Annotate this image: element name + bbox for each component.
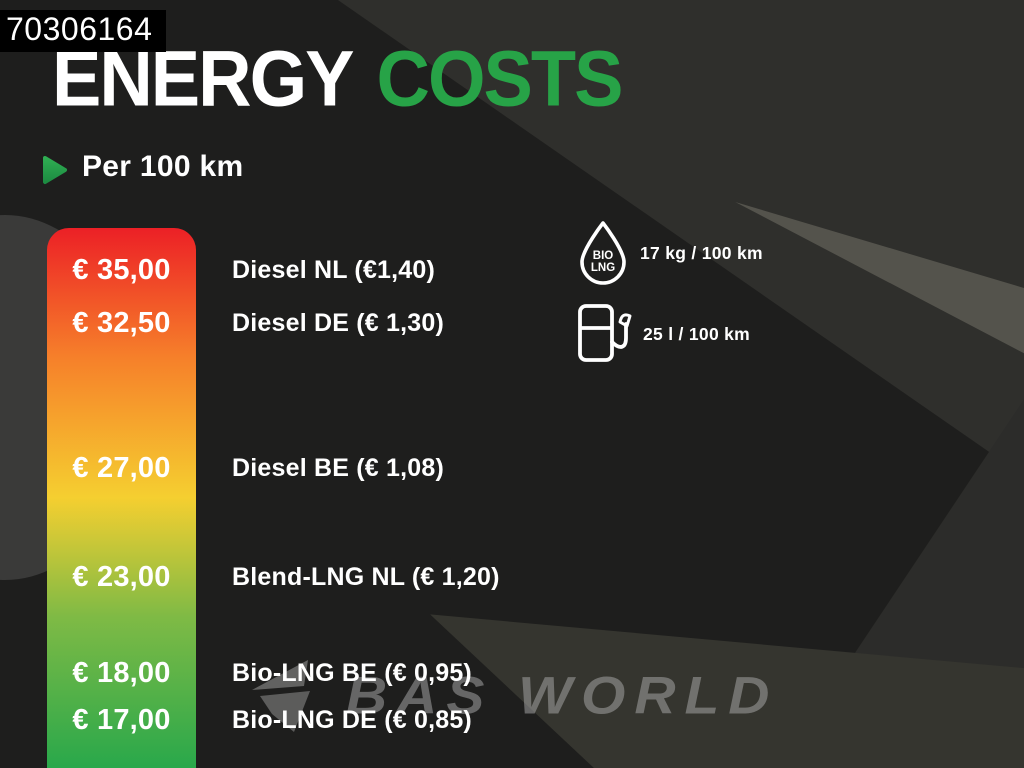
fuel-label: Diesel BE (€ 1,08) <box>232 454 445 482</box>
cost-row: € 32,50 Diesel DE (€ 1,30) <box>0 305 1024 341</box>
bio-lng-consumption-value: 17 kg / 100 km <box>640 243 763 263</box>
reference-number: 70306164 <box>0 10 167 52</box>
cost-value: € 17,00 <box>72 704 171 736</box>
cost-value: € 32,50 <box>72 307 171 339</box>
fuel-label: Diesel DE (€ 1,30) <box>232 309 445 337</box>
bas-world-watermark: BAS WORLD <box>244 658 778 734</box>
watermark-text: BAS WORLD <box>346 666 779 726</box>
cost-value: € 35,00 <box>72 254 171 286</box>
cost-value: € 18,00 <box>72 657 171 689</box>
title-word-costs: COSTS <box>376 34 624 123</box>
subtitle-per-100km: Per 100 km <box>82 150 244 183</box>
cost-value: € 27,00 <box>72 452 171 484</box>
cost-row: € 17,00 Bio-LNG DE (€ 0,85) <box>0 702 1024 738</box>
fuel-label: Bio-LNG DE (€ 0,85) <box>232 706 472 734</box>
fuel-pump-icon <box>578 304 632 362</box>
cost-row: € 35,00 Diesel NL (€1,40) <box>0 252 1024 288</box>
diesel-consumption-value: 25 l / 100 km <box>643 324 751 344</box>
page-title: ENERGY COSTS <box>52 34 624 123</box>
bas-world-logo-icon <box>252 660 310 732</box>
cost-value: € 23,00 <box>72 561 171 593</box>
cost-row: € 27,00 Diesel BE (€ 1,08) <box>0 450 1024 486</box>
title-word-energy: ENERGY <box>52 34 355 123</box>
fuel-label: Bio-LNG BE (€ 0,95) <box>232 659 472 687</box>
bio-lng-droplet-icon: BIO LNG <box>580 221 626 285</box>
cost-row: € 18,00 Bio-LNG BE (€ 0,95) <box>0 655 1024 691</box>
green-arrow-icon <box>43 156 67 184</box>
cost-gradient-scale-bar <box>47 228 196 768</box>
droplet-text-lng: LNG <box>591 262 615 274</box>
droplet-text-bio: BIO <box>593 250 614 262</box>
fuel-label: Blend-LNG NL (€ 1,20) <box>232 563 500 591</box>
cost-row: € 23,00 Blend-LNG NL (€ 1,20) <box>0 559 1024 595</box>
fuel-label: Diesel NL (€1,40) <box>232 256 436 284</box>
